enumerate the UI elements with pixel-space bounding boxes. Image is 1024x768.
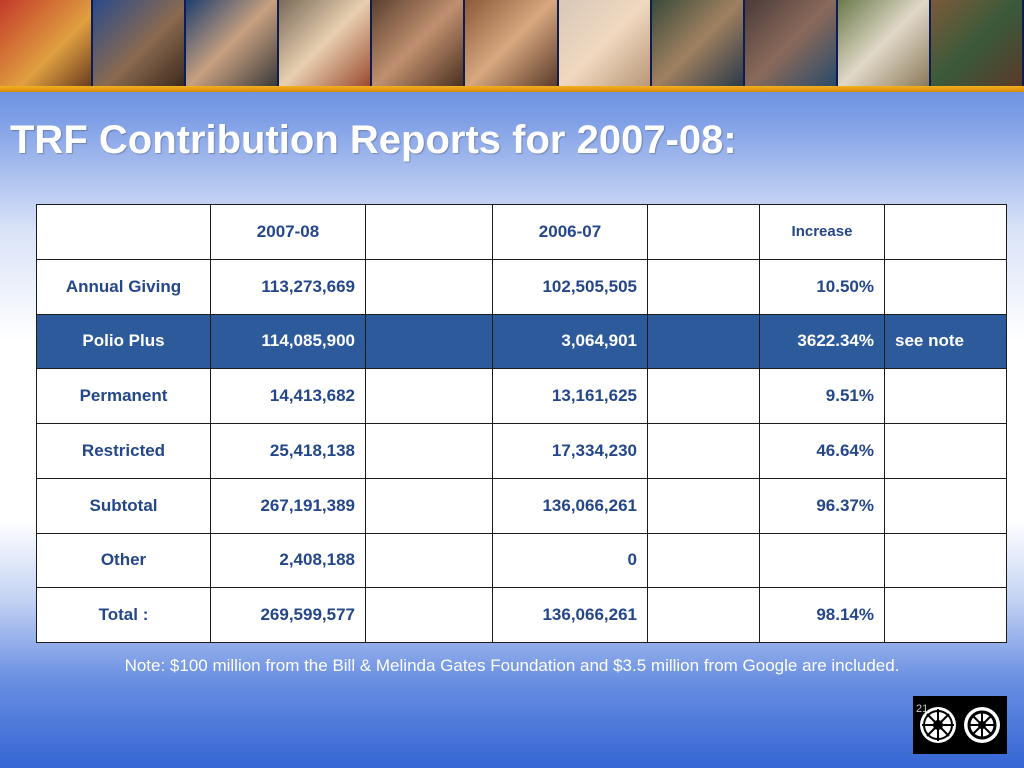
banner-photo — [558, 0, 652, 86]
banner-photo — [186, 0, 280, 86]
empty-cell — [365, 258, 493, 315]
empty-cell — [647, 532, 760, 589]
banner-photo — [651, 0, 745, 86]
note-cell — [884, 258, 1007, 315]
note-cell: see note — [884, 313, 1007, 370]
value-2006-07: 136,066,261 — [492, 477, 648, 534]
value-2006-07: 136,066,261 — [492, 587, 648, 643]
empty-cell — [647, 313, 760, 370]
value-increase: 46.64% — [759, 423, 885, 479]
table-row: Annual Giving 113,273,669 102,505,505 10… — [36, 258, 1007, 315]
footnote: Note: $100 million from the Bill & Melin… — [124, 656, 900, 675]
header-cell — [884, 204, 1007, 260]
value-2007-08: 113,273,669 — [210, 258, 366, 315]
value-2007-08: 14,413,682 — [210, 368, 366, 424]
value-increase: 98.14% — [759, 587, 885, 643]
value-2006-07: 3,064,901 — [492, 313, 648, 370]
row-label: Total : — [36, 587, 211, 643]
banner-photo — [837, 0, 931, 86]
banner-photo — [930, 0, 1024, 86]
row-label: Other — [36, 532, 211, 589]
row-label: Restricted — [36, 423, 211, 479]
note-cell — [884, 423, 1007, 479]
empty-cell — [365, 477, 493, 534]
table-row: Total : 269,599,577 136,066,261 98.14% — [36, 587, 1007, 643]
value-2006-07: 102,505,505 — [492, 258, 648, 315]
note-cell — [884, 532, 1007, 589]
table-row: Other 2,408,188 0 — [36, 532, 1007, 589]
table-row: Restricted 25,418,138 17,334,230 46.64% — [36, 423, 1007, 479]
page-number: 21 — [916, 703, 929, 715]
empty-cell — [647, 258, 760, 315]
value-2006-07: 13,161,625 — [492, 368, 648, 424]
table-row-highlighted: Polio Plus 114,085,900 3,064,901 3622.34… — [36, 313, 1007, 370]
rotary-logos — [913, 696, 1007, 754]
value-increase: 96.37% — [759, 477, 885, 534]
empty-cell — [365, 423, 493, 479]
banner-photo — [744, 0, 838, 86]
empty-cell — [647, 423, 760, 479]
empty-cell — [647, 587, 760, 643]
row-label: Subtotal — [36, 477, 211, 534]
value-2007-08: 267,191,389 — [210, 477, 366, 534]
empty-cell — [365, 532, 493, 589]
contribution-table: 2007-08 2006-07 Increase Annual Giving 1… — [36, 204, 1007, 643]
value-2006-07: 0 — [492, 532, 648, 589]
banner-divider — [0, 86, 1024, 92]
table-row: Subtotal 267,191,389 136,066,261 96.37% — [36, 477, 1007, 534]
header-cell — [36, 204, 211, 260]
empty-cell — [647, 477, 760, 534]
value-increase: 3622.34% — [759, 313, 885, 370]
table-header-row: 2007-08 2006-07 Increase — [36, 204, 1007, 260]
value-2007-08: 114,085,900 — [210, 313, 366, 370]
note-cell — [884, 477, 1007, 534]
banner-photo — [465, 0, 559, 86]
empty-cell — [365, 313, 493, 370]
value-increase: 9.51% — [759, 368, 885, 424]
rotary-foundation-logo-icon — [920, 707, 956, 743]
photo-banner — [0, 0, 1024, 86]
row-label: Annual Giving — [36, 258, 211, 315]
banner-photo — [93, 0, 187, 86]
page-title: TRF Contribution Reports for 2007-08: — [10, 118, 737, 162]
header-cell — [365, 204, 493, 260]
banner-photo — [279, 0, 373, 86]
row-label: Polio Plus — [36, 313, 211, 370]
table-row: Permanent 14,413,682 13,161,625 9.51% — [36, 368, 1007, 424]
banner-photo — [0, 0, 94, 86]
empty-cell — [365, 368, 493, 424]
banner-photo — [372, 0, 466, 86]
value-2007-08: 2,408,188 — [210, 532, 366, 589]
header-cell — [647, 204, 760, 260]
header-increase: Increase — [759, 204, 885, 260]
value-2007-08: 269,599,577 — [210, 587, 366, 643]
header-2007-08: 2007-08 — [210, 204, 366, 260]
value-2007-08: 25,418,138 — [210, 423, 366, 479]
note-cell — [884, 368, 1007, 424]
value-2006-07: 17,334,230 — [492, 423, 648, 479]
header-2006-07: 2006-07 — [492, 204, 648, 260]
row-label: Permanent — [36, 368, 211, 424]
value-increase — [759, 532, 885, 589]
rotary-wheel-icon — [964, 707, 1000, 743]
empty-cell — [365, 587, 493, 643]
value-increase: 10.50% — [759, 258, 885, 315]
empty-cell — [647, 368, 760, 424]
note-cell — [884, 587, 1007, 643]
